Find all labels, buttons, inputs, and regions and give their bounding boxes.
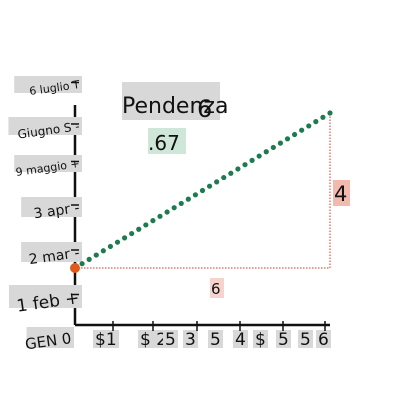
chart-title-suffix: 6 [197,95,212,123]
x-tick-label: $ 2 [140,330,167,350]
line-dot [164,209,170,215]
y-axis-ticks: GEN 01 feb +2 mar -3 apr -9 maggio +Giug… [8,76,83,353]
data-series [72,110,333,271]
x-tick-label: 4 [235,330,246,350]
line-dot [270,144,276,151]
line-dot [86,256,92,262]
line-dot [100,248,106,254]
line-dot [221,174,227,181]
line-dot [306,123,312,129]
line-dot [136,226,142,232]
chart-title: Pendenza [122,94,228,119]
line-dot [291,131,298,138]
slope-value-background [148,128,186,154]
y-tick-label: 3 apr - [33,200,81,222]
x-tick-label-bg [208,330,223,348]
line-dot [214,179,220,185]
line-dot [242,162,248,168]
line-dot [157,213,163,219]
rise-label-background [333,180,350,206]
start-point [70,263,80,273]
x-tick-label: 5 [210,330,221,350]
y-tick-label-bg [26,327,74,348]
y-tick-label-bg [14,76,83,93]
x-tick-label-bg [253,330,268,348]
x-axis-ticks: $1 $ 25 3 5 4 $5 5 6 [93,321,331,350]
y-tick-label-bg [14,155,83,172]
x-tick-label-bg [93,330,119,348]
line-dot [192,192,199,198]
x-tick-label-bg [276,330,291,348]
y-tick-label: 2 mar - [28,245,81,268]
line-dot [277,140,284,146]
line-dot [206,183,213,189]
x-tick-label: $1 [95,330,117,350]
line-dot [249,157,255,163]
line-dot [79,261,85,267]
title-background [122,82,220,120]
x-tick-label: 5 [278,330,289,350]
line-dot [199,187,206,194]
x-tick-label-bg [163,330,178,348]
line-dot [171,205,177,211]
x-tick-label: 3 [185,330,196,350]
line-dot [121,235,128,241]
line-dot [143,222,149,228]
x-tick-label: 6 [318,330,329,350]
x-tick-label: 5 [165,330,176,350]
x-tick-label-bg [316,330,331,348]
slope-value: .67 [148,131,180,155]
line-dot [129,230,135,237]
run-label: 6 [211,280,221,298]
run-label-background [210,278,224,298]
line-dot [107,243,114,250]
line-dot [150,218,156,224]
line-dot [320,114,326,120]
y-tick-label-bg [8,285,83,308]
x-tick-label-bg [233,330,248,348]
line-dot [178,200,184,207]
line-dot [93,252,99,258]
x-tick-label-bg [183,330,198,348]
line-dot [185,196,191,202]
line-dot [284,136,291,142]
y-tick-label-bg [21,197,82,217]
line-dot [114,239,121,245]
rise-label: 4 [334,182,347,206]
line-dot [299,127,305,133]
line-dot [235,166,241,172]
y-tick-label-bg [21,242,82,262]
line-dot [228,170,234,176]
line-dot [327,110,333,116]
line-dot [256,153,262,159]
y-tick-label-bg [8,117,82,135]
line-dot [263,149,269,155]
x-tick-label: $ [255,330,266,350]
line-dot [313,119,319,125]
x-tick-label: 5 [300,330,311,350]
x-tick-label-bg [298,330,313,348]
